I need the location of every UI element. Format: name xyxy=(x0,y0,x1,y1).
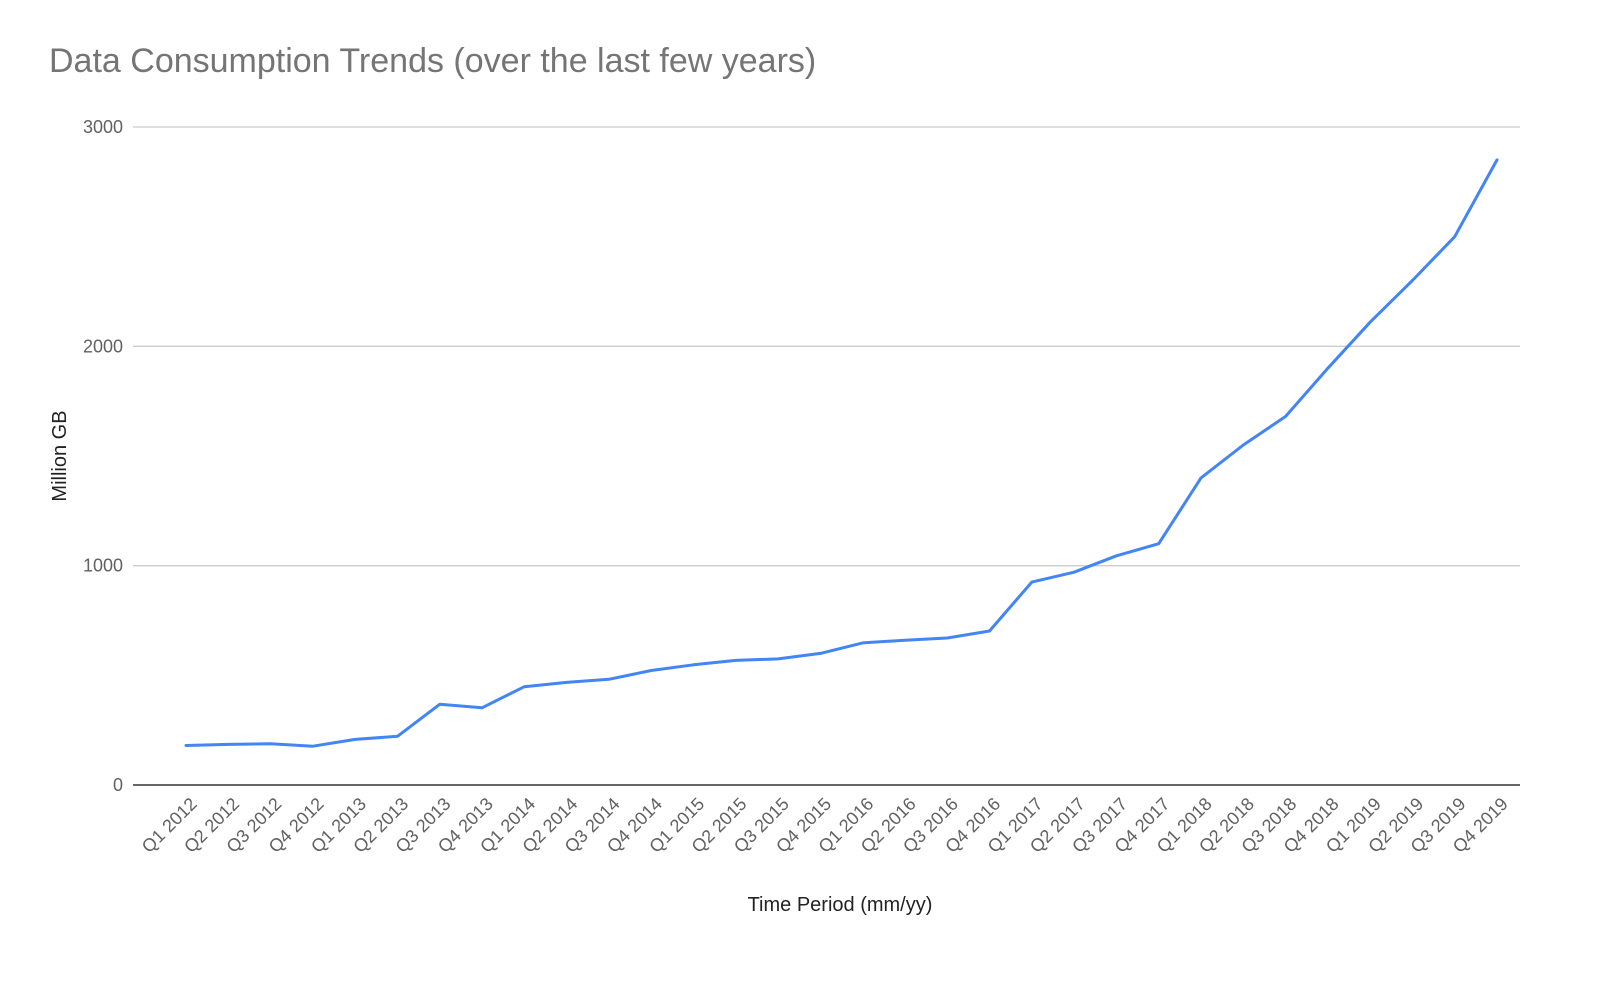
y-tick-label: 3000 xyxy=(83,117,123,137)
chart-title: Data Consumption Trends (over the last f… xyxy=(49,42,817,80)
y-axis-ticks: 0 1000 2000 3000 xyxy=(83,117,123,795)
y-tick-label: 1000 xyxy=(83,556,123,576)
y-tick-label: 0 xyxy=(113,775,123,795)
gridlines xyxy=(133,126,1520,567)
y-axis-label: Million GB xyxy=(49,410,71,501)
series-line xyxy=(184,158,1499,748)
x-axis-label: Time Period (mm/yy) xyxy=(748,894,933,916)
y-tick-label: 2000 xyxy=(83,336,123,356)
